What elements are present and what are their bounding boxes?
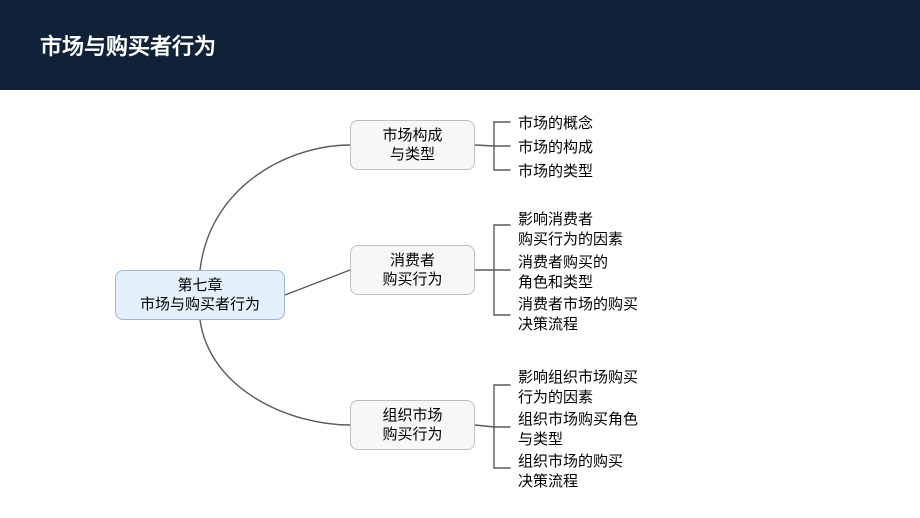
leaf-label: 组织市场购买角色 与类型 bbox=[518, 410, 638, 449]
slide-title: 市场与购买者行为 bbox=[40, 29, 216, 61]
leaf-label: 影响消费者 购买行为的因素 bbox=[518, 210, 623, 249]
edge-path bbox=[475, 425, 494, 427]
slide-header: 市场与购买者行为 bbox=[0, 0, 920, 90]
edge-path bbox=[200, 145, 350, 270]
root-node: 第七章 市场与购买者行为 bbox=[115, 270, 285, 320]
branch-node: 组织市场 购买行为 bbox=[350, 400, 475, 450]
leaf-label: 消费者购买的 角色和类型 bbox=[518, 253, 608, 292]
leaf-label: 影响组织市场购买 行为的因素 bbox=[518, 368, 638, 407]
mindmap-canvas: 第七章 市场与购买者行为 市场构成 与类型 市场的概念市场的构成市场的类型消费者 购… bbox=[0, 90, 920, 518]
edge-path bbox=[475, 145, 494, 146]
leaf-label: 市场的概念 bbox=[518, 114, 593, 134]
edge-path bbox=[285, 270, 350, 295]
leaf-label: 组织市场的购买 决策流程 bbox=[518, 452, 623, 491]
edge-path bbox=[200, 320, 350, 425]
branch-node: 市场构成 与类型 bbox=[350, 120, 475, 170]
leaf-label: 市场的构成 bbox=[518, 138, 593, 158]
leaf-label: 消费者市场的购买 决策流程 bbox=[518, 295, 638, 334]
branch-node: 消费者 购买行为 bbox=[350, 245, 475, 295]
leaf-label: 市场的类型 bbox=[518, 162, 593, 182]
